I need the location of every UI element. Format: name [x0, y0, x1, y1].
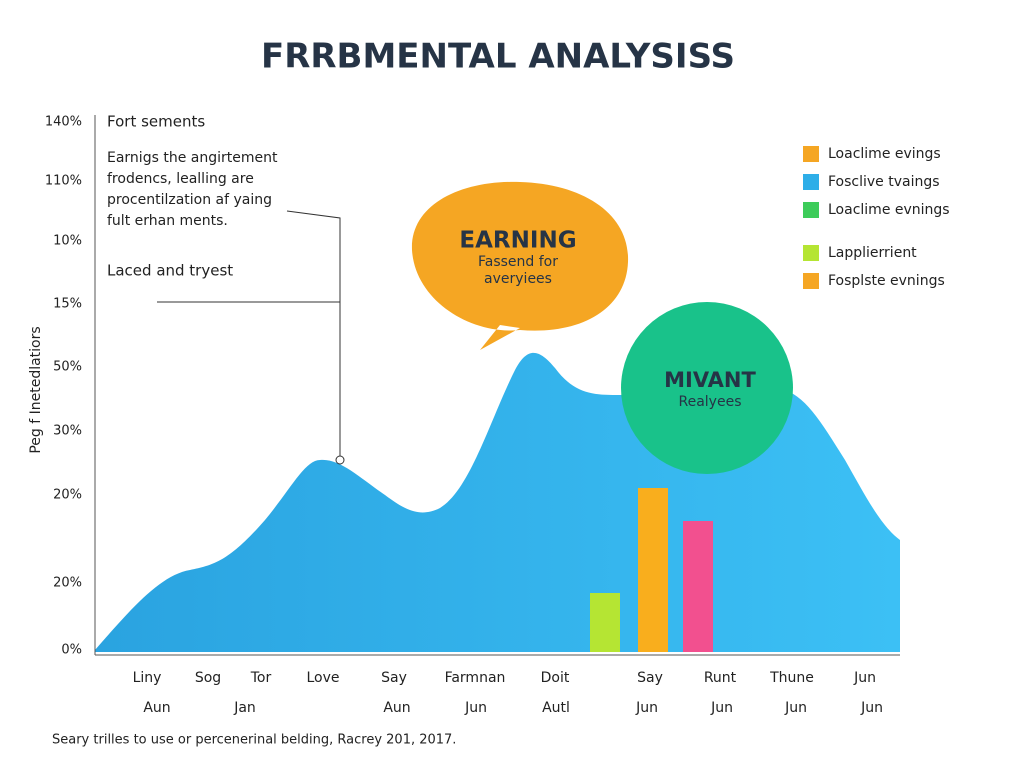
callout-line [286, 210, 341, 460]
bubble-title: MIVANT [664, 368, 756, 392]
bar [683, 521, 713, 652]
footer: Seary trilles to use or percenerinal bel… [52, 733, 456, 748]
y-tick-label: 20% [53, 488, 82, 503]
bubble-text: Fassend for [478, 254, 558, 270]
annotation-line: frodencs, lealling are [107, 171, 254, 187]
legend-label: Lapplierrient [828, 245, 917, 261]
legend-swatch [803, 174, 819, 190]
x-tick-label: Autl [542, 700, 570, 716]
annotation-heading: Fort sements [107, 113, 205, 131]
annotation-line: fult erhan ments. [107, 213, 228, 229]
x-tick-label: Runt [704, 670, 737, 686]
x-tick-label: Jun [464, 700, 487, 716]
y-tick-label: 15% [53, 297, 82, 312]
x-tick-label: Farmnan [445, 670, 506, 686]
x-tick-label: Aun [383, 700, 410, 716]
earning-bubble [411, 181, 629, 350]
x-tick-label: Jan [233, 700, 256, 716]
legend-label: Loaclime evnings [828, 202, 950, 218]
x-tick-label: Jun [860, 700, 883, 716]
mivant-bubble [621, 302, 793, 474]
x-tick-label: Doit [541, 670, 570, 686]
x-tick-label: Aun [143, 700, 170, 716]
legend-swatch [803, 245, 819, 261]
bar [590, 593, 620, 652]
x-tick-label: Sog [195, 670, 221, 686]
legend-label: Fosclive tvaings [828, 174, 940, 190]
bar [638, 488, 668, 652]
y-tick-label: 20% [53, 576, 82, 591]
y-tick-label: 10% [53, 234, 82, 249]
x-tick-label: Say [381, 670, 407, 686]
annotation-line: procentilzation af yaing [107, 192, 272, 208]
chart-title: FRRBMENTAL ANALYSISS [261, 37, 735, 77]
x-tick-label: Say [637, 670, 663, 686]
legend-label: Fosplste evnings [828, 273, 945, 289]
y-axis-title: Peg f Inetedlatiors [28, 326, 44, 453]
y-tick-label: 110% [45, 174, 82, 189]
annotation-subheading: Laced and tryest [107, 262, 233, 280]
legend-swatch [803, 273, 819, 289]
annotation-line: Earnigs the angirtement [107, 150, 278, 166]
y-tick-label: 30% [53, 424, 82, 439]
x-tick-label: Liny [133, 670, 162, 686]
x-tick-label: Jun [710, 700, 733, 716]
bubble-title: EARNING [459, 228, 576, 254]
callout-dot [335, 455, 345, 465]
bubble-text: averyiees [484, 271, 552, 287]
bubble-text: Realyees [679, 394, 742, 410]
x-tick-label: Tor [250, 670, 272, 686]
y-tick-label: 140% [45, 115, 82, 130]
x-tick-label: Jun [784, 700, 807, 716]
legend-label: Loaclime evings [828, 146, 941, 162]
y-tick-label: 0% [61, 643, 82, 658]
legend-swatch [803, 202, 819, 218]
x-tick-label: Love [306, 670, 339, 686]
x-tick-label: Thune [769, 670, 814, 686]
legend-swatch [803, 146, 819, 162]
x-tick-label: Jun [635, 700, 658, 716]
x-tick-label: Jun [853, 670, 876, 686]
y-tick-label: 50% [53, 360, 82, 375]
